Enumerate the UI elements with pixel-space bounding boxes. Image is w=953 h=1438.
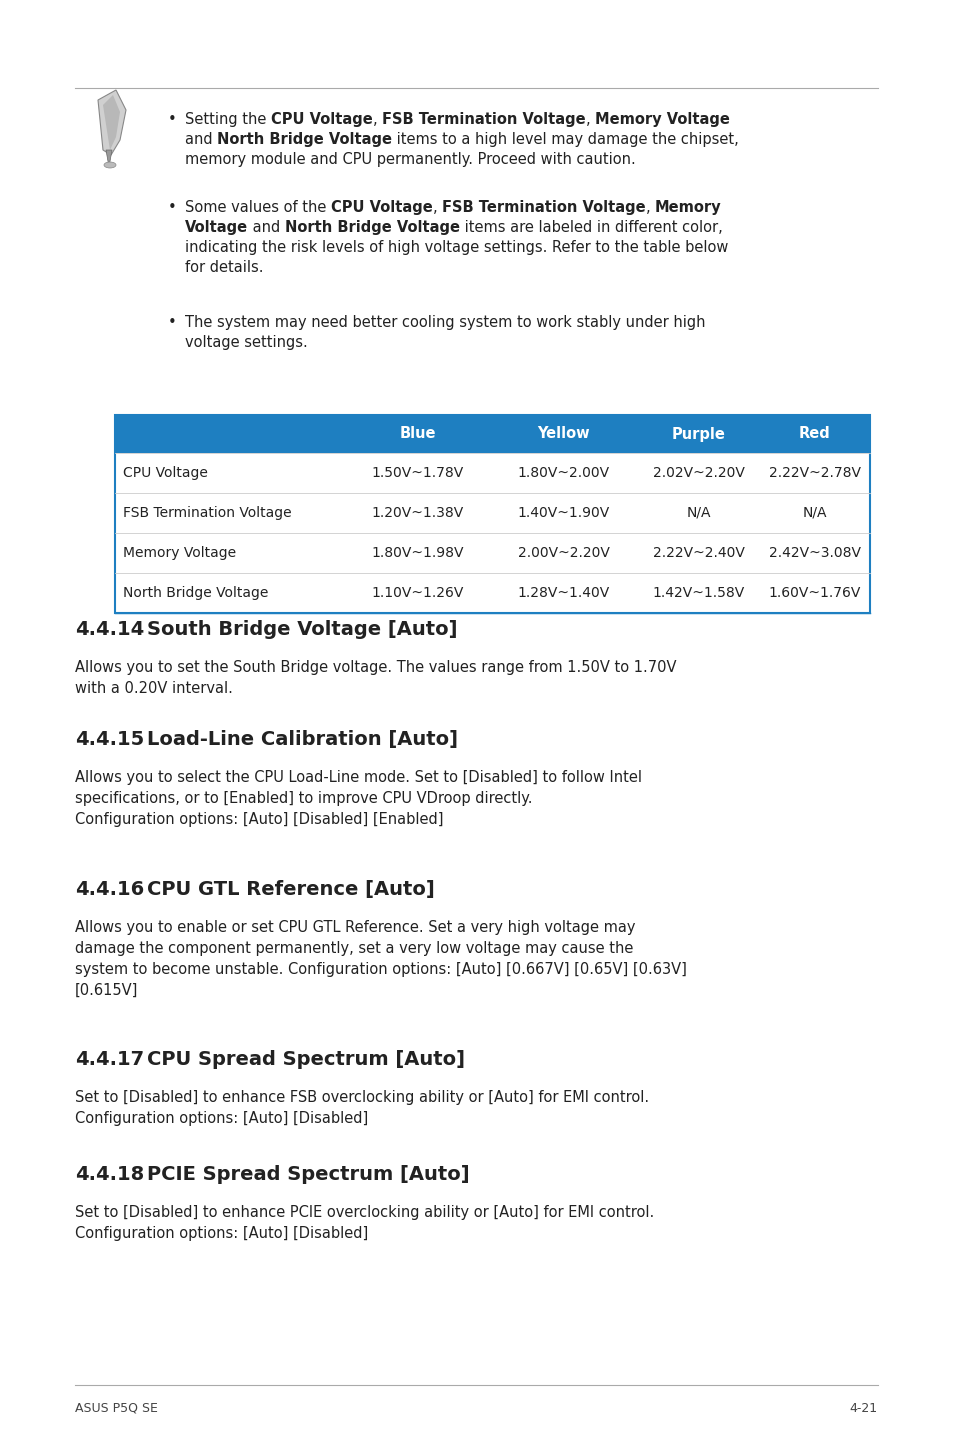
Text: ,: ,: [373, 112, 381, 127]
Text: Allows you to set the South Bridge voltage. The values range from 1.50V to 1.70V: Allows you to set the South Bridge volta…: [75, 660, 676, 696]
Text: 2.22V~2.78V: 2.22V~2.78V: [768, 466, 861, 480]
Text: CPU Voltage: CPU Voltage: [123, 466, 208, 480]
Text: 2.22V~2.40V: 2.22V~2.40V: [652, 546, 743, 559]
Text: N/A: N/A: [685, 506, 710, 521]
Text: Voltage: Voltage: [185, 220, 248, 234]
Text: Some values of the: Some values of the: [185, 200, 331, 216]
Text: indicating the risk levels of high voltage settings. Refer to the table below: indicating the risk levels of high volta…: [185, 240, 727, 255]
Text: Allows you to select the CPU Load-Line mode. Set to [Disabled] to follow Intel
s: Allows you to select the CPU Load-Line m…: [75, 769, 641, 827]
Text: Yellow: Yellow: [537, 427, 589, 441]
Text: Allows you to enable or set CPU GTL Reference. Set a very high voltage may
damag: Allows you to enable or set CPU GTL Refe…: [75, 920, 686, 998]
Text: for details.: for details.: [185, 260, 263, 275]
Bar: [115, 453, 869, 493]
Text: 4-21: 4-21: [849, 1402, 877, 1415]
Bar: [115, 572, 869, 613]
Text: Load-Line Calibration [Auto]: Load-Line Calibration [Auto]: [147, 731, 457, 749]
Bar: [115, 533, 869, 572]
Text: •: •: [168, 200, 176, 216]
Text: 4.4.18: 4.4.18: [75, 1165, 144, 1183]
Text: 1.80V~2.00V: 1.80V~2.00V: [517, 466, 609, 480]
Text: Memory Voltage: Memory Voltage: [123, 546, 236, 559]
Text: 2.00V~2.20V: 2.00V~2.20V: [517, 546, 609, 559]
Text: and: and: [185, 132, 217, 147]
Text: North Bridge Voltage: North Bridge Voltage: [285, 220, 459, 234]
Text: FSB Termination Voltage: FSB Termination Voltage: [123, 506, 292, 521]
Text: FSB Termination Voltage: FSB Termination Voltage: [381, 112, 585, 127]
Text: CPU Voltage: CPU Voltage: [331, 200, 433, 216]
Text: Set to [Disabled] to enhance PCIE overclocking ability or [Auto] for EMI control: Set to [Disabled] to enhance PCIE overcl…: [75, 1205, 654, 1241]
Text: CPU Spread Spectrum [Auto]: CPU Spread Spectrum [Auto]: [147, 1050, 464, 1068]
Text: 4.4.14: 4.4.14: [75, 620, 144, 638]
Text: and: and: [248, 220, 285, 234]
Text: ,: ,: [433, 200, 441, 216]
Text: •: •: [168, 112, 176, 127]
Text: 1.10V~1.26V: 1.10V~1.26V: [371, 587, 463, 600]
Text: 4.4.15: 4.4.15: [75, 731, 144, 749]
Bar: [115, 493, 869, 533]
Bar: [115, 416, 869, 613]
Text: memory module and CPU permanently. Proceed with caution.: memory module and CPU permanently. Proce…: [185, 152, 635, 167]
Text: 2.42V~3.08V: 2.42V~3.08V: [768, 546, 861, 559]
Text: PCIE Spread Spectrum [Auto]: PCIE Spread Spectrum [Auto]: [147, 1165, 469, 1183]
Text: ,: ,: [645, 200, 654, 216]
Text: Blue: Blue: [399, 427, 436, 441]
Text: 1.40V~1.90V: 1.40V~1.90V: [517, 506, 609, 521]
Text: N/A: N/A: [801, 506, 826, 521]
Text: Set to [Disabled] to enhance FSB overclocking ability or [Auto] for EMI control.: Set to [Disabled] to enhance FSB overclo…: [75, 1090, 648, 1126]
Text: 4.4.17: 4.4.17: [75, 1050, 144, 1068]
Text: •: •: [168, 315, 176, 329]
Text: The system may need better cooling system to work stably under high: The system may need better cooling syste…: [185, 315, 705, 329]
Text: 1.20V~1.38V: 1.20V~1.38V: [371, 506, 463, 521]
Text: items are labeled in different color,: items are labeled in different color,: [459, 220, 722, 234]
Text: FSB Termination Voltage: FSB Termination Voltage: [441, 200, 645, 216]
Text: Memory: Memory: [654, 200, 720, 216]
Text: North Bridge Voltage: North Bridge Voltage: [217, 132, 392, 147]
Text: Red: Red: [799, 427, 830, 441]
Text: Purple: Purple: [671, 427, 724, 441]
Text: 1.80V~1.98V: 1.80V~1.98V: [371, 546, 463, 559]
Ellipse shape: [104, 162, 116, 168]
Text: voltage settings.: voltage settings.: [185, 335, 308, 349]
Text: 1.60V~1.76V: 1.60V~1.76V: [768, 587, 861, 600]
Text: items to a high level may damage the chipset,: items to a high level may damage the chi…: [392, 132, 739, 147]
Text: CPU GTL Reference [Auto]: CPU GTL Reference [Auto]: [147, 880, 435, 899]
Bar: [115, 416, 869, 453]
Text: Memory Voltage: Memory Voltage: [595, 112, 729, 127]
Text: 2.02V~2.20V: 2.02V~2.20V: [652, 466, 743, 480]
Text: ,: ,: [585, 112, 595, 127]
Text: 1.42V~1.58V: 1.42V~1.58V: [652, 587, 744, 600]
Text: Setting the: Setting the: [185, 112, 271, 127]
Text: South Bridge Voltage [Auto]: South Bridge Voltage [Auto]: [147, 620, 457, 638]
Text: North Bridge Voltage: North Bridge Voltage: [123, 587, 268, 600]
Text: 1.28V~1.40V: 1.28V~1.40V: [517, 587, 609, 600]
Polygon shape: [106, 150, 112, 167]
Text: 4.4.16: 4.4.16: [75, 880, 144, 899]
Polygon shape: [103, 95, 120, 150]
Polygon shape: [98, 91, 126, 155]
Text: 1.50V~1.78V: 1.50V~1.78V: [371, 466, 463, 480]
Text: ASUS P5Q SE: ASUS P5Q SE: [75, 1402, 157, 1415]
Text: CPU Voltage: CPU Voltage: [271, 112, 373, 127]
